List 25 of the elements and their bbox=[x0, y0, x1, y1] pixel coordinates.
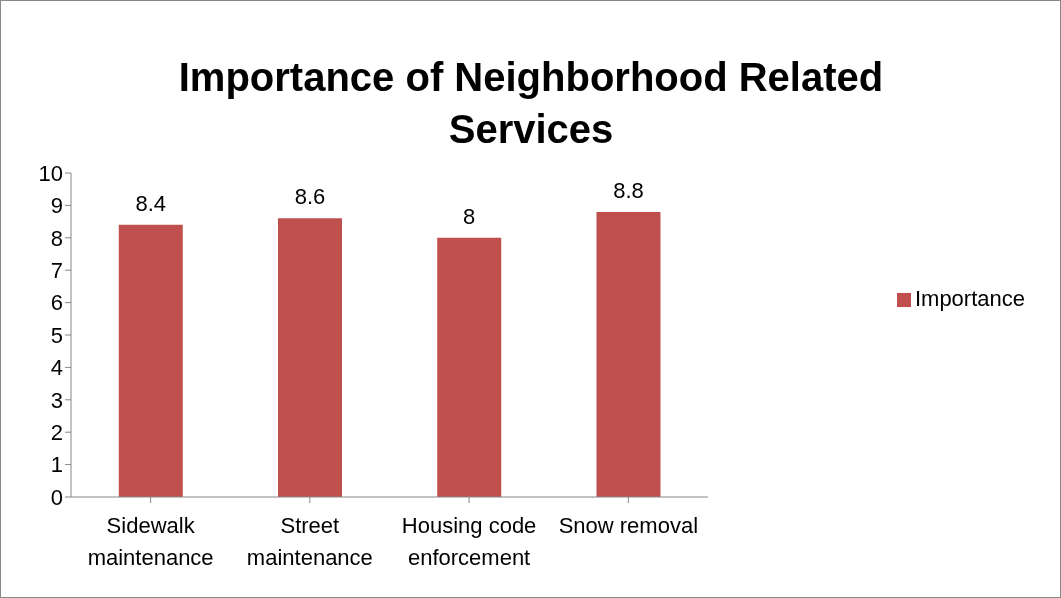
y-tick-label: 5 bbox=[50, 322, 63, 348]
x-tick-label: Housing code enforcement bbox=[401, 513, 537, 570]
y-tick-label: 10 bbox=[38, 160, 63, 186]
data-label: 8 bbox=[463, 203, 476, 229]
y-tick-label: 4 bbox=[50, 355, 63, 381]
y-tick-label: 0 bbox=[50, 484, 63, 510]
y-tick-label: 7 bbox=[50, 258, 63, 284]
bar bbox=[437, 237, 502, 497]
y-tick-label: 8 bbox=[50, 225, 63, 251]
x-tick-label: Street maintenance bbox=[246, 513, 373, 570]
data-label: 8.8 bbox=[613, 177, 644, 203]
y-tick-label: 6 bbox=[50, 290, 63, 316]
chart-title: Importance of Neighborhood Related Services bbox=[177, 54, 885, 153]
bar bbox=[278, 218, 342, 497]
legend-label: Importance bbox=[914, 286, 1025, 311]
x-tick-label: Snow removal bbox=[558, 513, 699, 538]
y-tick-label: 1 bbox=[50, 452, 63, 478]
bar bbox=[118, 224, 183, 497]
y-tick-label: 2 bbox=[50, 420, 63, 446]
data-label: 8.4 bbox=[135, 190, 167, 216]
data-label: 8.6 bbox=[294, 184, 326, 210]
x-tick-label: Sidewalk maintenance bbox=[87, 513, 214, 570]
y-tick-label: 9 bbox=[50, 193, 63, 219]
bar bbox=[596, 211, 661, 497]
y-tick-label: 3 bbox=[50, 387, 63, 413]
